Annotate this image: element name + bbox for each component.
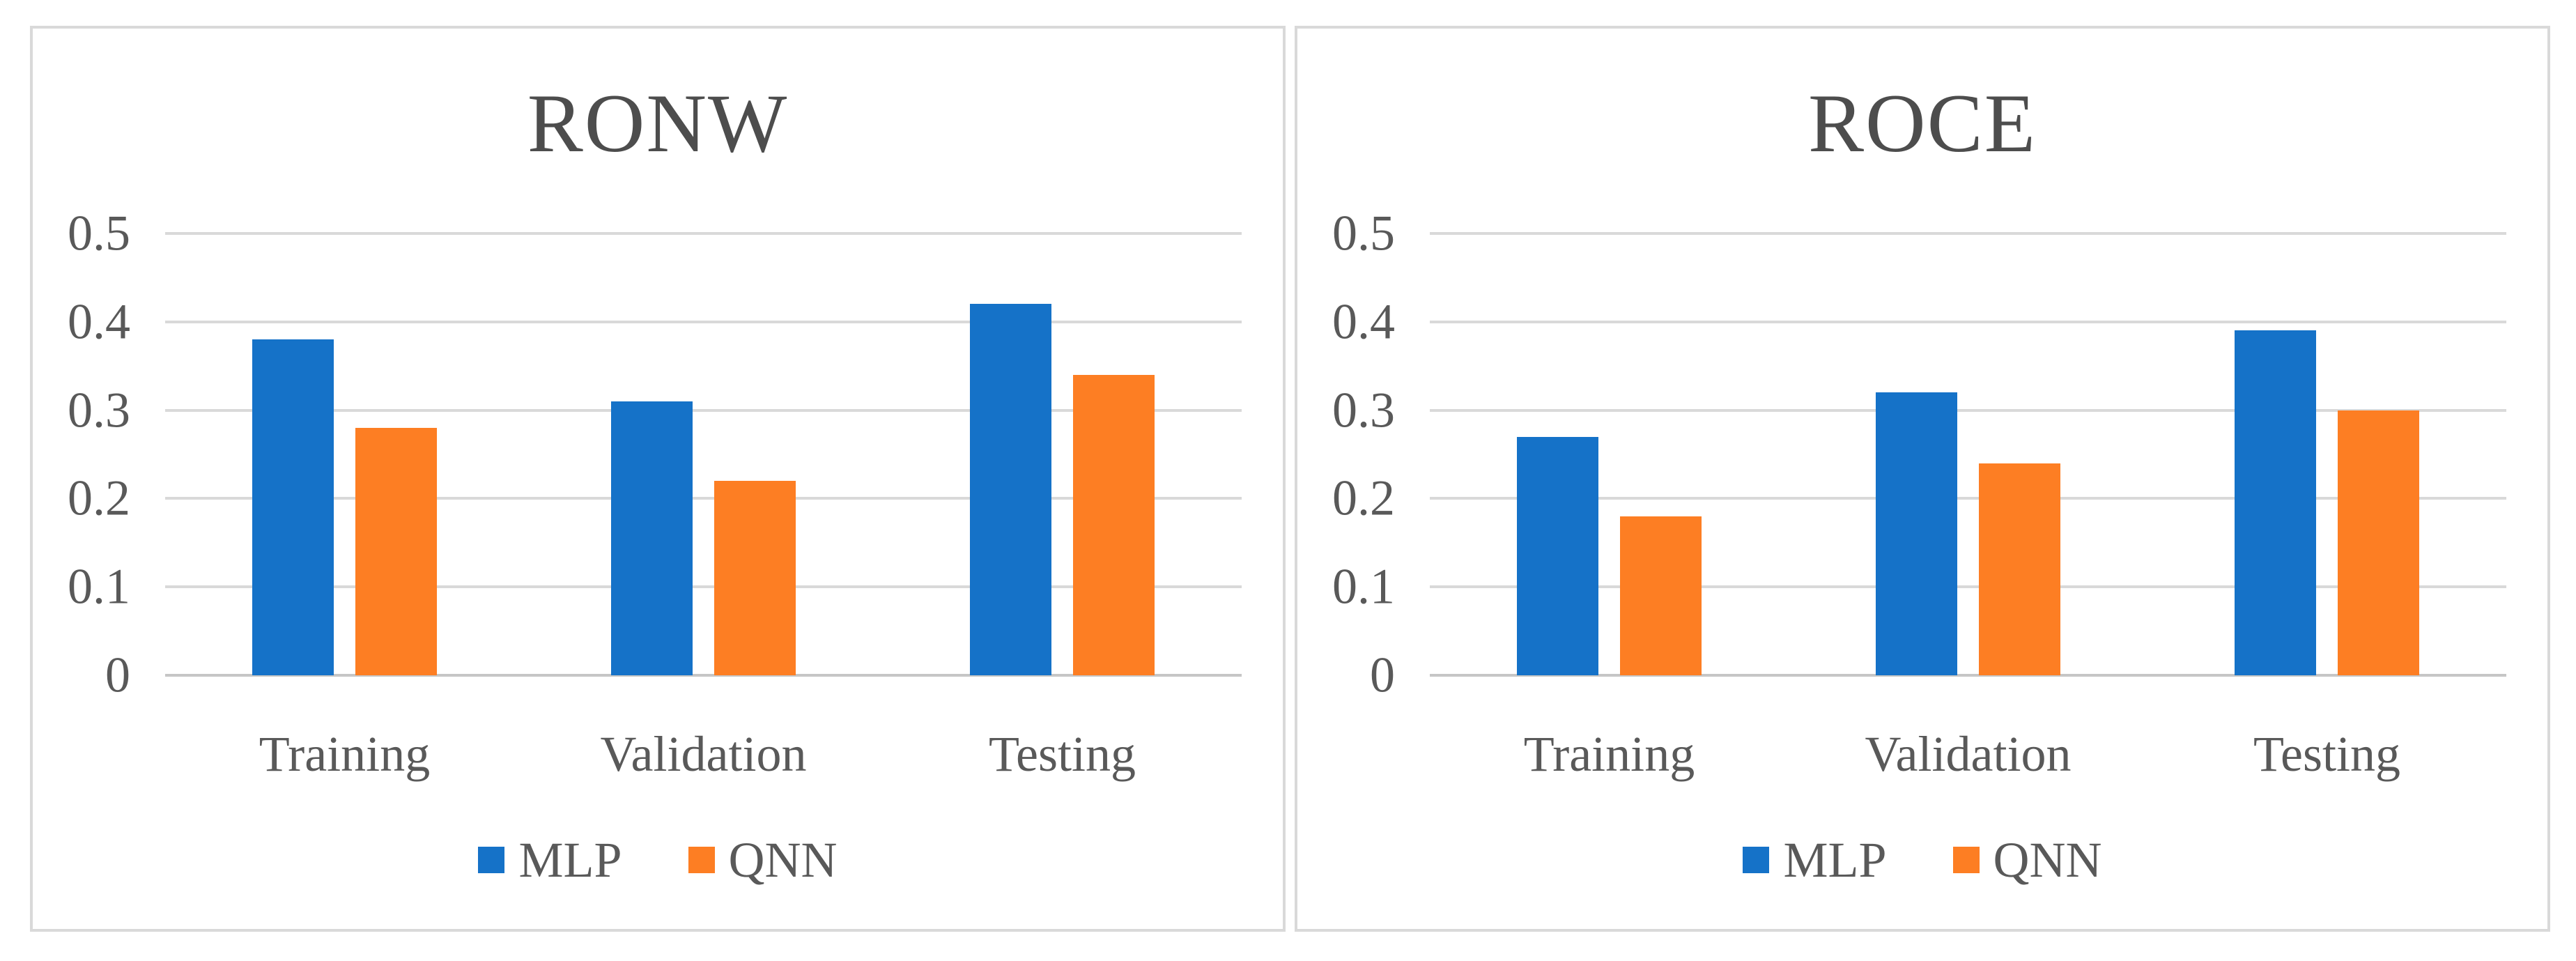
bar-group-testing [2147, 330, 2506, 675]
chart-title: RONW [527, 77, 789, 169]
bar-mlp-training [252, 339, 334, 675]
bar-qnn-testing [2338, 410, 2419, 675]
bar-mlp-testing [2235, 330, 2316, 675]
legend-item-mlp: MLP [478, 831, 622, 889]
chart-title: ROCE [1807, 77, 2037, 169]
gridline [165, 497, 1242, 500]
legend: MLP QNN [33, 830, 1283, 890]
legend-label-qnn: QNN [1993, 831, 2102, 888]
x-category-label-validation: Validation [1865, 726, 2072, 782]
legend-swatch-qnn-icon [1952, 847, 1980, 873]
x-axis-labels: Training Validation Testing [165, 725, 1242, 783]
gridline [1430, 585, 2506, 589]
bar-qnn-testing [1073, 374, 1155, 675]
gridline [1430, 408, 2506, 412]
y-tick-label: 0.5 [68, 205, 130, 261]
x-category-label-testing: Testing [989, 726, 1136, 782]
x-axis-labels: Training Validation Testing [1430, 725, 2506, 783]
gridline [165, 232, 1242, 235]
y-tick-label: 0.4 [1332, 293, 1395, 350]
gridlines [165, 232, 1242, 677]
x-category-label-testing: Testing [2253, 726, 2400, 782]
x-axis-line [165, 674, 1242, 677]
y-tick-label: 0.2 [1332, 470, 1395, 526]
legend-label-mlp: MLP [518, 831, 622, 888]
legend-item-qnn: QNN [688, 831, 838, 889]
legend-item-qnn: QNN [1952, 831, 2102, 889]
x-axis-line [1430, 674, 2506, 677]
bar-mlp-validation [611, 401, 693, 675]
bar-mlp-testing [970, 304, 1051, 675]
gridlines [1430, 232, 2506, 677]
y-tick-label: 0.4 [68, 293, 130, 350]
gridline [165, 585, 1242, 589]
legend-swatch-qnn-icon [688, 847, 715, 873]
bar-group-training [1430, 436, 1789, 675]
plot-area [1430, 232, 2506, 677]
bar-groups [165, 233, 1242, 675]
legend-swatch-mlp-icon [478, 847, 505, 873]
y-tick-label: 0.1 [68, 558, 130, 615]
gridline [1430, 232, 2506, 235]
gridline [165, 320, 1242, 323]
bar-qnn-validation [1979, 463, 2060, 675]
y-tick-label: 0 [1370, 647, 1395, 703]
y-tick-label: 0.1 [1332, 558, 1395, 615]
x-category-label-validation: Validation [600, 726, 807, 782]
y-tick-label: 0.3 [68, 382, 130, 438]
y-tick-label: 0.3 [1332, 382, 1395, 438]
bar-group-training [165, 339, 524, 675]
y-axis-ticks: 0 0.1 0.2 0.3 0.4 0.5 [33, 206, 130, 703]
y-tick-label: 0 [105, 647, 130, 703]
bar-qnn-training [355, 427, 437, 675]
y-tick-label: 0.5 [1332, 205, 1395, 261]
plot-area [165, 232, 1242, 677]
legend: MLP QNN [1297, 830, 2547, 890]
bar-group-testing [883, 304, 1242, 675]
y-tick-label: 0.2 [68, 470, 130, 526]
legend-swatch-mlp-icon [1743, 847, 1770, 873]
bar-mlp-validation [1876, 392, 1957, 675]
gridline [165, 408, 1242, 412]
bar-mlp-training [1517, 436, 1598, 675]
gridline [1430, 320, 2506, 323]
roce-chart-panel: ROCE 0 0.1 0.2 0.3 0.4 0.5 Training Validation… [1295, 26, 2550, 932]
gridline [1430, 497, 2506, 500]
bar-qnn-training [1620, 516, 1702, 675]
bar-group-validation [524, 401, 883, 675]
x-category-label-training: Training [1523, 726, 1695, 782]
legend-label-qnn: QNN [728, 831, 838, 888]
bar-qnn-validation [714, 481, 796, 675]
legend-item-mlp: MLP [1743, 831, 1887, 889]
x-category-label-training: Training [259, 726, 431, 782]
bar-groups [1430, 233, 2506, 675]
bar-group-validation [1789, 392, 2147, 675]
legend-label-mlp: MLP [1783, 831, 1887, 888]
y-axis-ticks: 0 0.1 0.2 0.3 0.4 0.5 [1297, 206, 1395, 703]
ronw-chart-panel: RONW 0 0.1 0.2 0.3 0.4 0.5 Training Validation… [30, 26, 1286, 932]
